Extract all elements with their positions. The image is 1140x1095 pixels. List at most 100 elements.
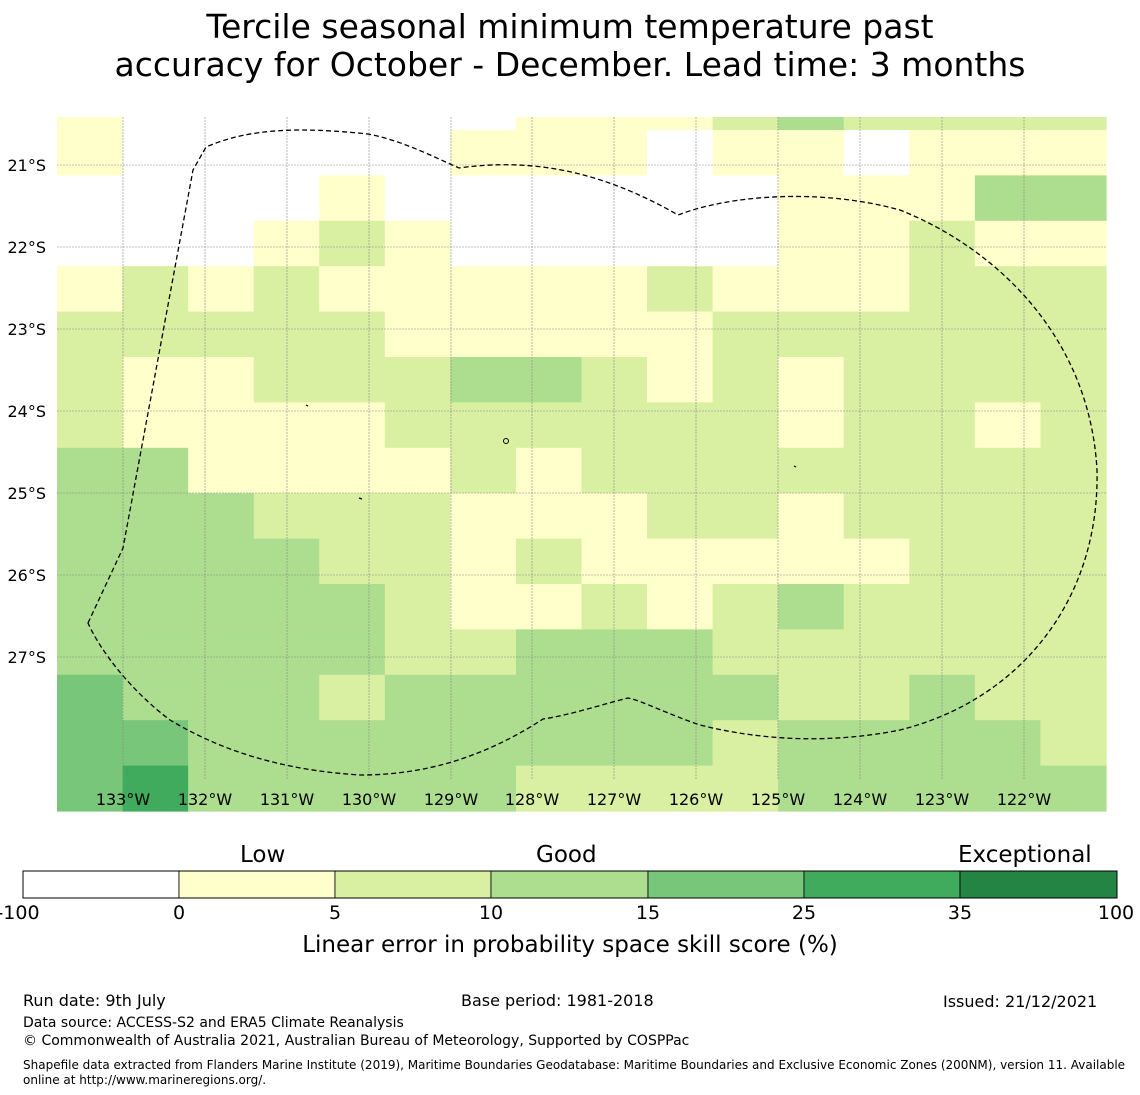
grid-cell — [909, 538, 976, 585]
grid-cell — [319, 629, 386, 676]
colorbar-label: Linear error in probability space skill … — [302, 932, 838, 958]
longitude-label: 127°W — [587, 790, 642, 809]
grid-cell — [319, 538, 386, 585]
grid-cell — [57, 357, 124, 403]
grid-cell — [909, 220, 976, 267]
copyright: © Commonwealth of Australia 2021, Austra… — [23, 1033, 690, 1049]
grid-cell — [319, 765, 386, 812]
island-marks — [305, 404, 797, 500]
grid-cell — [974, 538, 1042, 585]
grid-cell — [384, 117, 451, 131]
grid-cell — [515, 175, 583, 222]
latitude-label: 25°S — [7, 484, 46, 503]
grid-cell — [1040, 538, 1107, 585]
grid-cell — [909, 765, 976, 812]
grid-cell — [384, 220, 451, 267]
grid-cell — [384, 447, 451, 494]
grid-cell — [843, 402, 910, 449]
grid-cell — [1040, 220, 1107, 267]
grid-cell — [57, 175, 124, 222]
grid-cell — [1040, 493, 1107, 540]
grid-cell — [384, 311, 451, 358]
grid-cell — [122, 720, 189, 767]
grid-cell — [188, 117, 255, 131]
grid-cell — [122, 266, 189, 313]
grid-cell — [843, 175, 910, 222]
base-period: Base period: 1981-2018 — [461, 991, 654, 1010]
grid-cell — [974, 493, 1042, 540]
latitude-label: 26°S — [7, 566, 46, 585]
colorbar-frame — [22, 870, 1118, 899]
colorbar-tick: 5 — [328, 902, 342, 924]
latitude-label: 24°S — [7, 402, 46, 421]
grid-cell — [778, 175, 845, 222]
grid-cell — [515, 117, 583, 131]
grid-cell — [778, 220, 845, 267]
map-title-line-2: accuracy for October - December. Lead ti… — [114, 45, 1026, 84]
grid-cell — [712, 311, 779, 358]
grid-cell — [122, 584, 189, 630]
grid-cell — [253, 402, 320, 449]
graticule — [57, 117, 1106, 780]
grid-cell — [450, 674, 517, 721]
grid-cell — [1040, 311, 1107, 358]
colorbar-segment — [22, 870, 180, 899]
grid-cell — [1040, 765, 1107, 812]
grid-cell — [647, 720, 714, 767]
grid-cell — [778, 447, 845, 494]
colorbar-tick: -100 — [0, 902, 40, 924]
grid-cell — [712, 266, 779, 313]
grid-cell — [188, 720, 255, 767]
colorbar-tick: 10 — [478, 902, 504, 924]
grid-cell — [1040, 629, 1107, 676]
grid-cell — [647, 357, 714, 403]
latitude-labels: 21°S 22°S 23°S 24°S 25°S 26°S 27°S — [7, 156, 46, 667]
grid-cell — [1040, 584, 1107, 630]
grid-cell — [188, 674, 255, 721]
grid-cell — [450, 266, 517, 313]
grid-cell — [515, 629, 583, 676]
grid-cell — [384, 402, 451, 449]
colorbar — [22, 870, 1118, 899]
grid-cell — [319, 130, 386, 176]
grid-cell — [450, 765, 517, 812]
colorbar-tick: 15 — [635, 902, 661, 924]
grid-cell — [712, 720, 779, 767]
colorbar-tick: 35 — [947, 902, 973, 924]
grid-cell — [778, 357, 845, 403]
grid-cell — [778, 629, 845, 676]
grid-cell — [909, 117, 976, 131]
grid-cell — [122, 117, 189, 131]
grid-cell — [57, 402, 124, 449]
grid-cell — [1040, 720, 1107, 767]
run-date: Run date: 9th July — [23, 991, 166, 1010]
grid-cell — [647, 584, 714, 630]
grid-cell — [909, 130, 976, 176]
grid-cell — [712, 175, 779, 222]
grid-cell — [188, 402, 255, 449]
grid-cell — [647, 447, 714, 494]
grid-cell — [450, 117, 517, 131]
grid-cell — [843, 629, 910, 676]
grid-cell — [647, 117, 714, 131]
grid-cell — [581, 130, 648, 176]
grid-cell — [778, 493, 845, 540]
grid-cell — [450, 720, 517, 767]
skill-grid — [57, 117, 1107, 812]
grid-cell — [122, 130, 189, 176]
grid-cell — [974, 584, 1042, 630]
grid-cell — [581, 266, 648, 313]
grid-cell — [57, 538, 124, 585]
grid-cell — [778, 584, 845, 630]
grid-cell — [581, 674, 648, 721]
grid-cell — [647, 493, 714, 540]
grid-cell — [319, 266, 386, 313]
grid-cell — [909, 674, 976, 721]
colorbar-segment — [959, 870, 1118, 899]
longitude-label: 123°W — [915, 790, 970, 809]
grid-cell — [712, 674, 779, 721]
grid-cell — [778, 311, 845, 358]
grid-cell — [188, 538, 255, 585]
grid-cell — [647, 220, 714, 267]
grid-cell — [712, 117, 779, 131]
